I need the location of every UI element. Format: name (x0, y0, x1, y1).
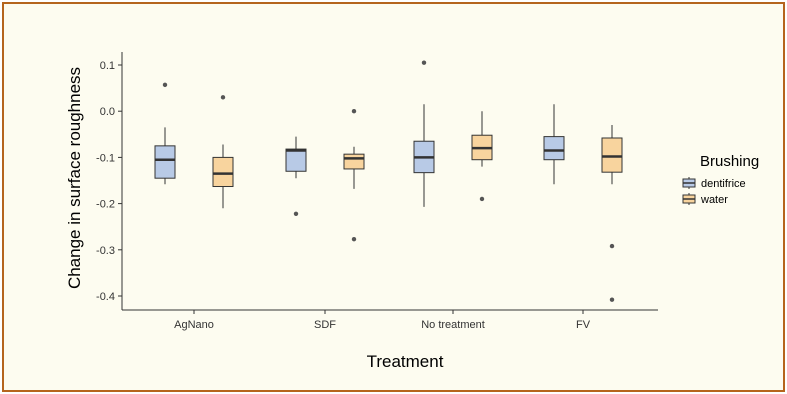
outlier-point (351, 109, 357, 114)
x-axis-title: Treatment (367, 352, 444, 371)
outlier-point (162, 82, 168, 88)
box-iqr (285, 148, 307, 172)
box-iqr (343, 153, 365, 170)
box-iqr (154, 145, 176, 179)
box-dentifrice-fv (543, 104, 565, 185)
outlier-point (220, 95, 226, 100)
legend: Brushing dentifrice water (682, 153, 759, 206)
box-dentifrice-no-treatment (413, 60, 435, 207)
legend-label: water (700, 194, 728, 206)
y-tick-label: -0.4 (96, 291, 115, 303)
x-axis: AgNano SDF No treatment FV (122, 309, 658, 331)
y-tick-label: 0.1 (100, 60, 115, 72)
outlier-point (421, 60, 427, 65)
outlier-point (293, 211, 299, 216)
x-tick-label: AgNano (174, 319, 214, 331)
y-tick-label: -0.3 (96, 245, 115, 257)
legend-label: dentifrice (701, 178, 746, 190)
legend-title: Brushing (700, 153, 759, 170)
x-tick-label: No treatment (421, 319, 485, 331)
legend-items: dentifrice water (682, 177, 746, 206)
x-tick-label: FV (576, 319, 591, 331)
box-dentifrice-sdf (285, 136, 307, 216)
legend-item-water: water (682, 193, 728, 206)
y-axis: 0.1 0.0 -0.1 -0.2 -0.3 -0.4 (96, 52, 123, 310)
outlier-point (479, 196, 485, 202)
box-water-no-treatment (471, 111, 493, 202)
box-iqr (543, 136, 565, 161)
box-water-agnano (212, 95, 234, 209)
y-axis-title: Change in surface roughness (65, 67, 84, 289)
box-water-sdf (343, 109, 365, 242)
y-tick-label: -0.1 (96, 152, 115, 164)
outlier-point (609, 297, 615, 302)
outlier-point (609, 243, 615, 249)
x-tick-label: SDF (314, 319, 336, 331)
box-iqr (212, 156, 234, 188)
boxes-layer (154, 60, 623, 302)
y-tick-label: 0.0 (100, 106, 115, 118)
y-tick-label: -0.2 (96, 199, 115, 211)
box-water-fv (601, 125, 623, 302)
box-iqr (601, 137, 623, 173)
legend-item-dentifrice: dentifrice (682, 177, 746, 190)
box-dentifrice-agnano (154, 82, 176, 185)
outlier-point (351, 236, 357, 242)
